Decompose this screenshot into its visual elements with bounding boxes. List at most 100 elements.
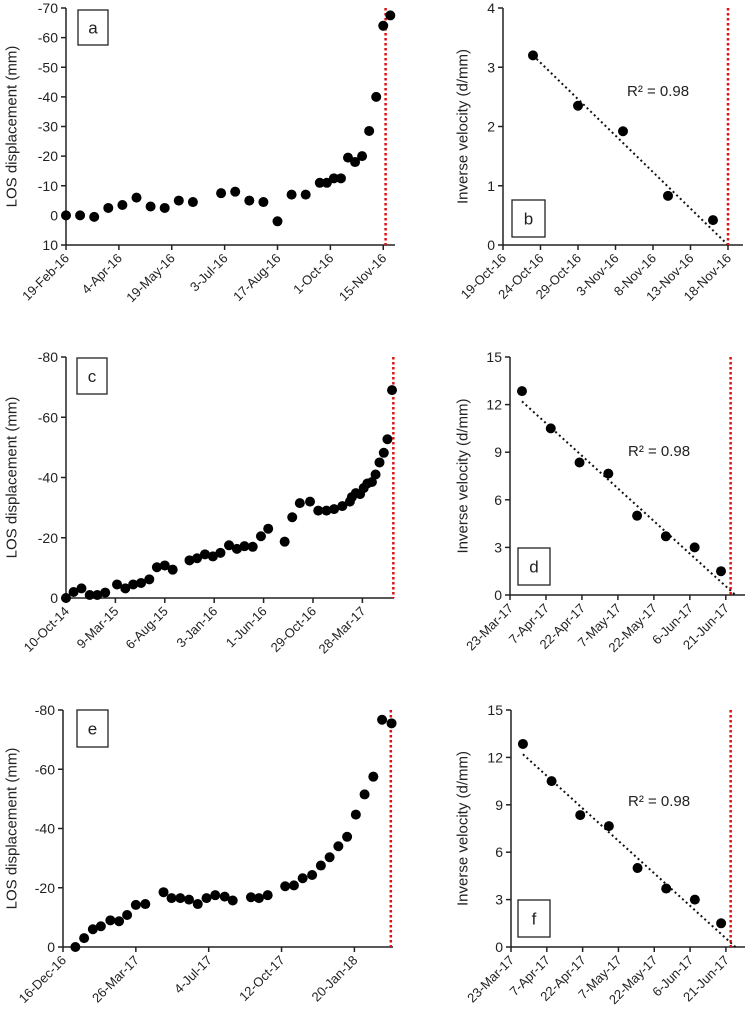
x-tick-label: 10-Oct-14	[21, 604, 72, 655]
data-point	[144, 574, 155, 585]
y-tick-label: 9	[494, 444, 502, 460]
panel-label: e	[88, 720, 97, 739]
data-point	[297, 873, 308, 884]
x-tick-label: 1-Oct-16	[290, 251, 336, 297]
x-tick-label: 23-Mar-17	[464, 953, 517, 1006]
data-point	[227, 895, 238, 906]
y-tick-label: 12	[486, 397, 502, 413]
data-point	[192, 553, 203, 564]
data-point	[386, 718, 397, 729]
data-point	[359, 789, 370, 800]
y-axis-title: Inverse velocity (d/mm)	[455, 751, 472, 906]
y-tick-label: 15	[486, 349, 502, 365]
y-tick-label: 3	[495, 892, 503, 908]
data-point	[370, 469, 381, 480]
panel-e: 0 -20 -40 -60 -80 16-Dec-16 26-Mar-17 4-Jul-17 1…	[4, 702, 397, 1006]
x-tick-label: 19-Feb-16	[19, 251, 72, 304]
y-tick-label: -20	[38, 148, 58, 164]
data-point	[130, 899, 141, 910]
data-point	[231, 543, 242, 554]
y-tick-label: -50	[38, 59, 58, 75]
r-squared-label: R² = 0.98	[627, 83, 689, 100]
y-axis-title: LOS displacement (mm)	[4, 748, 21, 910]
panel-label: d	[529, 558, 538, 577]
y-tick-label: 0	[50, 207, 58, 223]
x-tick-label: 4-Apr-16	[79, 251, 125, 297]
panel-label: c	[88, 367, 97, 386]
panel-label-box	[76, 709, 109, 748]
data-point	[378, 20, 389, 31]
y-tick-label: 6	[495, 844, 503, 860]
r-squared-label: R² = 0.98	[628, 443, 690, 460]
y-tick-label: -60	[38, 30, 58, 46]
data-point	[329, 504, 340, 515]
y-tick-label: 0	[50, 590, 58, 606]
x-tick-label: 16-Dec-16	[16, 953, 70, 1007]
y-tick-label: 3	[494, 539, 502, 555]
data-point	[287, 512, 298, 523]
data-point	[112, 579, 123, 590]
y-tick-label: 9	[495, 797, 503, 813]
panel-c: 0 -20 -40 -60 -80 10-Oct-14 9-Mar-15 6-Aug-15 3-…	[4, 349, 398, 657]
data-point	[374, 457, 385, 468]
panel-b: 0123419-Oct-1624-Oct-1629-Oct-163-Nov-16…	[455, 0, 743, 304]
data-point	[575, 810, 586, 821]
y-tick-label: -30	[38, 119, 58, 135]
data-point	[368, 771, 379, 782]
data-point	[300, 189, 311, 200]
y-axis-title: LOS displacement (mm)	[4, 46, 21, 208]
data-point	[333, 841, 344, 852]
data-point	[385, 10, 396, 21]
panel-label: f	[532, 910, 537, 929]
panel-label-box	[77, 9, 109, 46]
data-point	[136, 577, 147, 588]
y-tick-label: -60	[38, 409, 58, 425]
data-point	[313, 505, 324, 516]
data-point	[61, 593, 71, 603]
data-point	[201, 893, 212, 904]
y-tick-label: 6	[494, 492, 502, 508]
y-tick-label: 4	[487, 0, 495, 16]
data-point	[68, 586, 79, 597]
trendline	[521, 400, 737, 596]
data-point	[114, 916, 125, 927]
y-tick-label: -10	[38, 178, 58, 194]
r-squared-label: R² = 0.98	[628, 793, 690, 810]
x-tick-label: 1-Jun-16	[223, 604, 270, 651]
data-point	[708, 215, 718, 226]
data-point	[239, 541, 250, 552]
data-point	[145, 201, 156, 212]
data-point	[258, 197, 269, 208]
data-point	[263, 523, 274, 534]
y-tick-label: 0	[494, 587, 502, 603]
y-tick-label: -80	[35, 702, 55, 718]
data-point	[207, 551, 218, 562]
data-point	[187, 197, 198, 208]
data-point	[262, 890, 273, 901]
y-tick-label: -40	[38, 89, 58, 105]
data-point	[167, 564, 178, 575]
trendline	[532, 54, 729, 246]
y-axis-title: Inverse velocity (d/mm)	[455, 398, 472, 553]
data-point	[315, 860, 326, 871]
data-point	[663, 190, 673, 201]
data-point	[378, 447, 389, 458]
data-point	[70, 942, 81, 952]
data-point	[574, 457, 585, 468]
y-tick-label: 2	[487, 119, 495, 135]
data-point	[255, 531, 266, 542]
data-point	[366, 477, 377, 488]
data-point	[95, 921, 106, 932]
x-tick-label: 12-Oct-17	[236, 953, 287, 1004]
data-point	[216, 188, 227, 199]
data-point	[175, 893, 186, 904]
y-tick-label: 3	[487, 59, 495, 75]
data-point	[618, 126, 628, 137]
x-tick-label: 9-Mar-15	[74, 604, 122, 652]
y-axis-title: Inverse velocity (d/mm)	[455, 49, 472, 204]
data-point	[324, 852, 335, 863]
data-point	[244, 195, 255, 206]
data-point	[280, 881, 291, 892]
panel-label-box	[76, 357, 108, 395]
panel-label-box	[517, 899, 551, 938]
